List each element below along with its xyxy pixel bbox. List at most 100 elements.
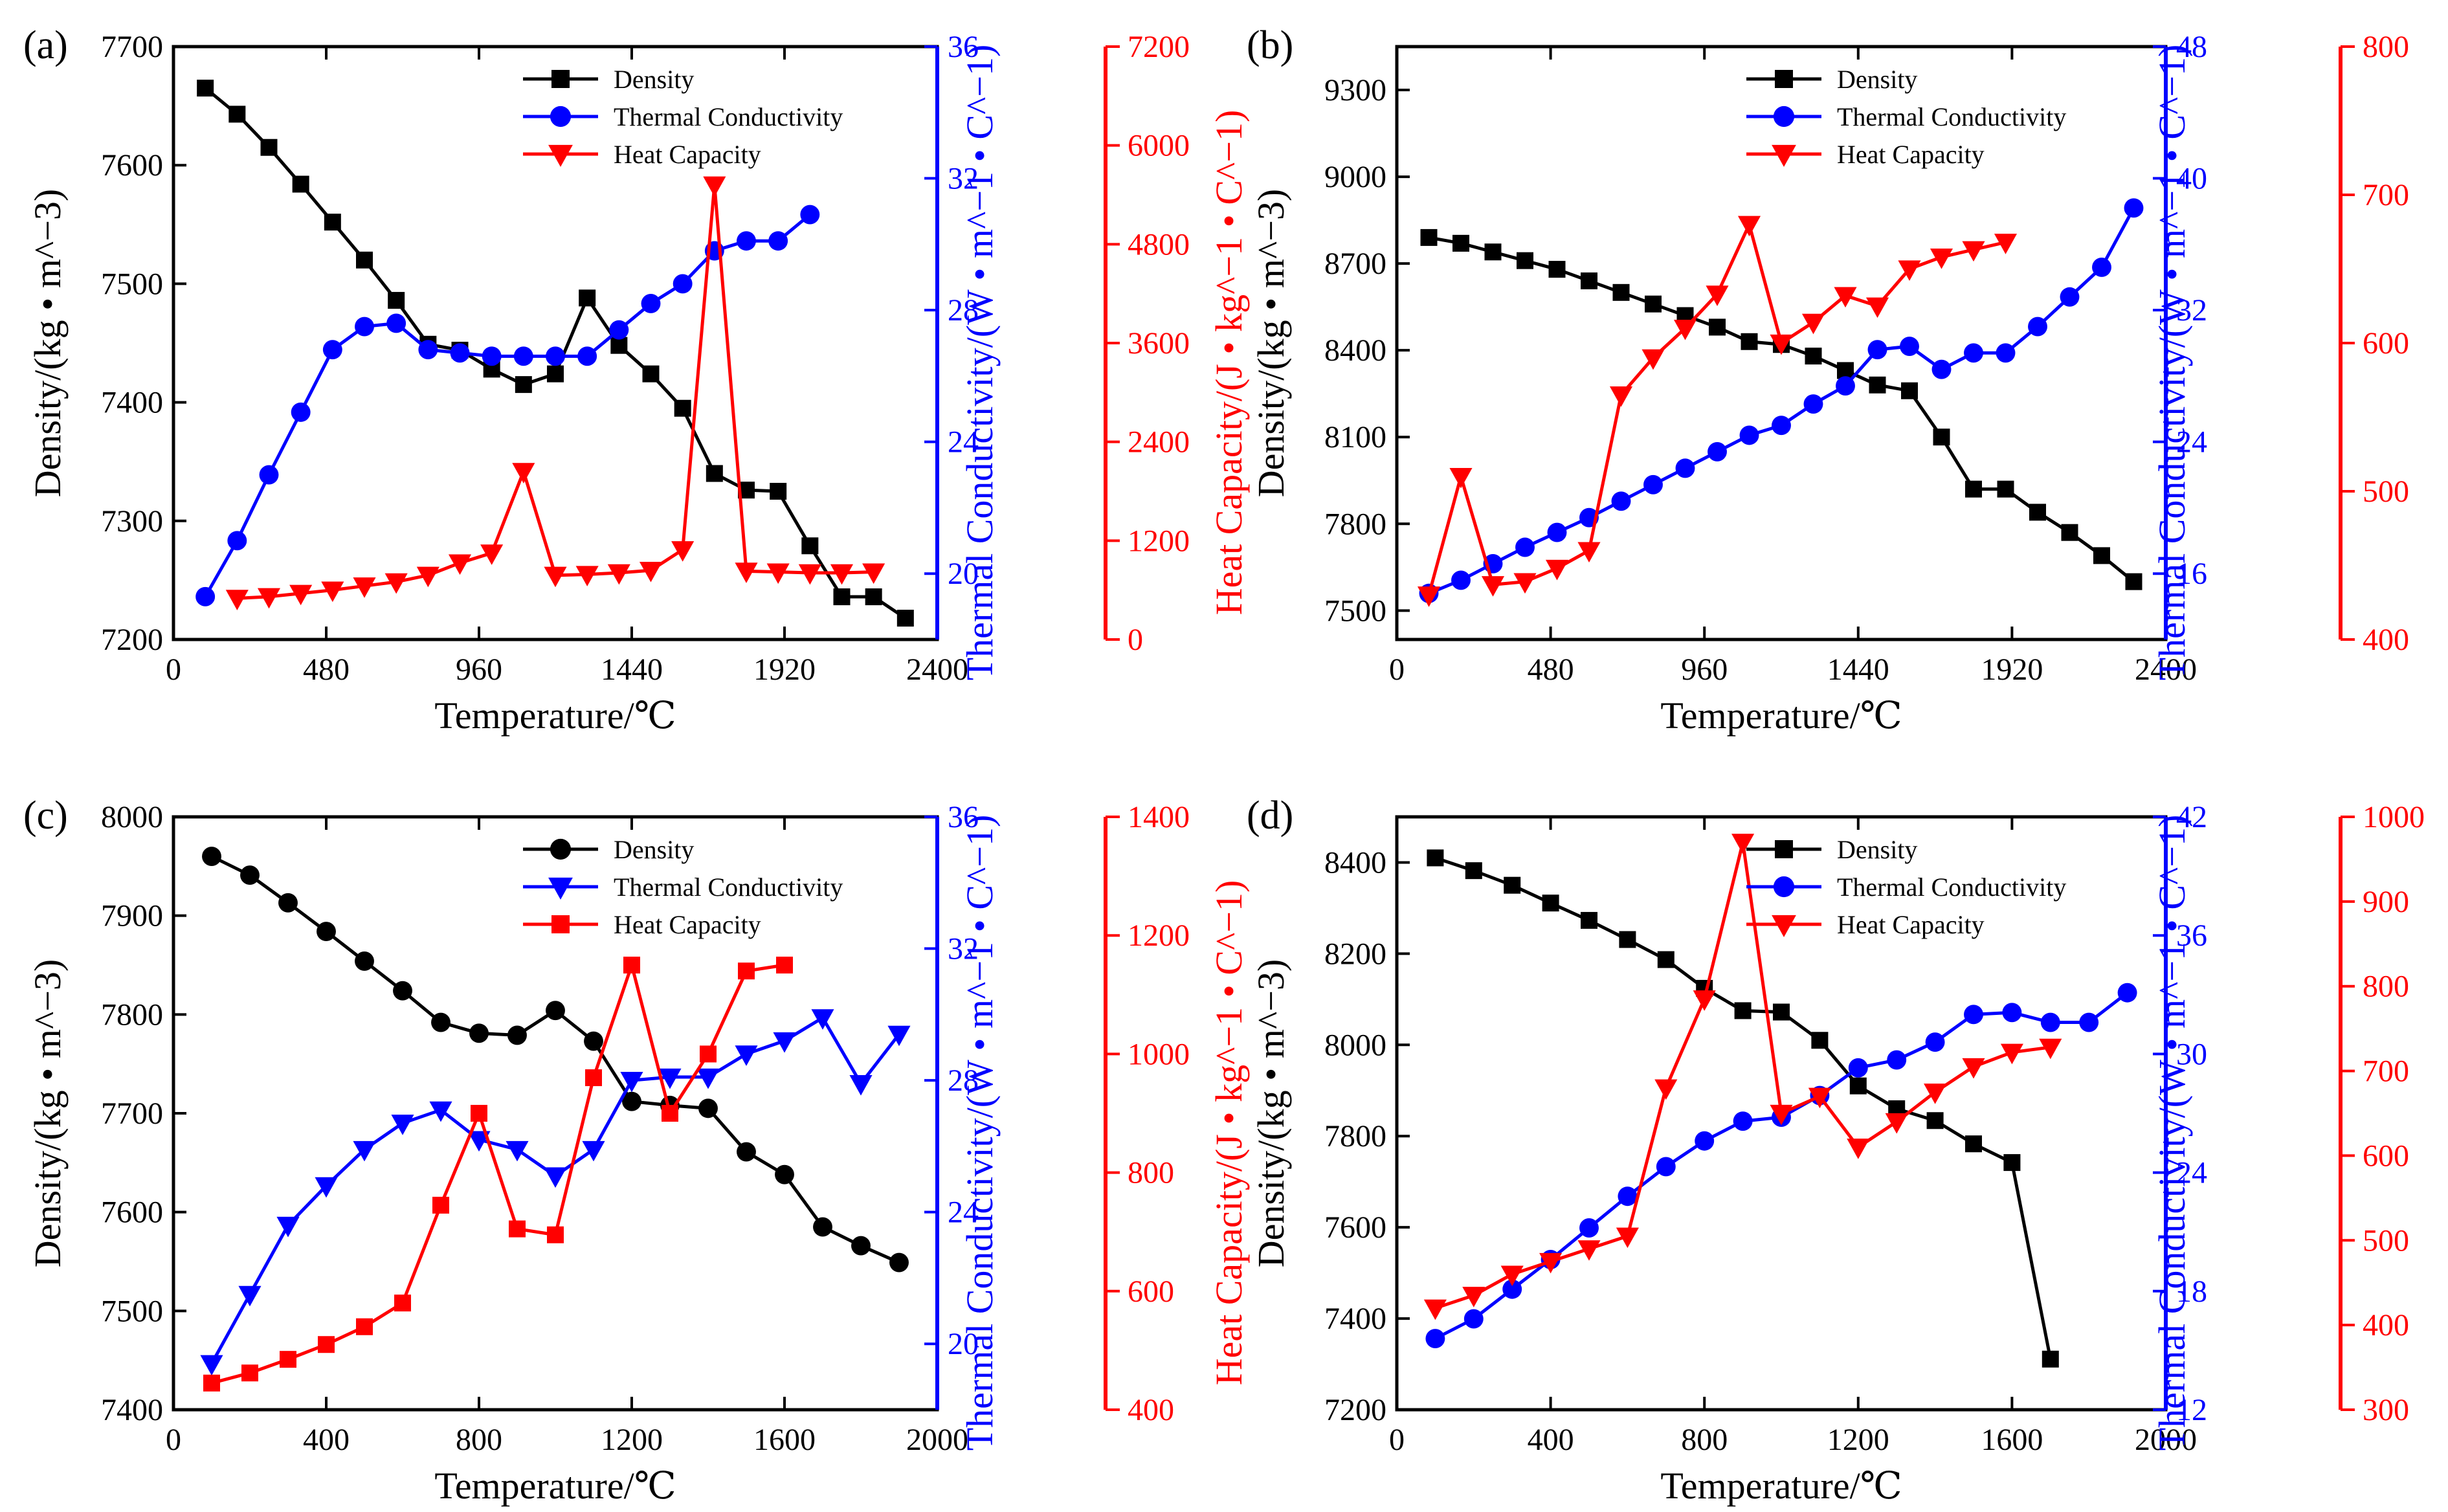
legend-label: Heat Capacity: [614, 910, 761, 939]
y1-axis-label: Density/(kg • m^−3): [27, 189, 69, 498]
y1-tick-label: 7400: [101, 386, 163, 420]
data-point: [798, 564, 821, 585]
legend-marker: [1775, 840, 1793, 858]
series-line: [1428, 207, 2135, 595]
x-tick-label: 480: [1528, 652, 1574, 687]
data-point: [706, 465, 723, 482]
legend-label: Density: [614, 65, 694, 94]
legend-item: Heat Capacity: [523, 910, 761, 939]
y3-tick-label: 900: [2363, 885, 2409, 919]
x-tick-label: 1440: [1827, 652, 1889, 687]
data-point: [1654, 1079, 1678, 1100]
data-point: [2061, 524, 2078, 541]
y3-tick-label: 4800: [1128, 227, 1190, 261]
data-point: [2042, 1350, 2059, 1368]
data-point: [1427, 849, 1444, 867]
data-point: [513, 346, 533, 366]
data-point: [353, 577, 376, 598]
y3-tick-label: 300: [2363, 1393, 2409, 1427]
data-point: [1484, 243, 1502, 261]
series-density: [1427, 849, 2059, 1368]
data-point: [280, 1351, 296, 1368]
x-tick-label: 0: [166, 1423, 181, 1457]
data-point: [696, 1068, 720, 1089]
data-point: [506, 1140, 529, 1162]
data-point: [1481, 576, 1505, 597]
data-point: [1547, 522, 1567, 542]
data-point: [1898, 260, 1921, 281]
data-point: [431, 1012, 451, 1032]
y2-tick-label: 24: [948, 425, 979, 460]
data-point: [1847, 1139, 1870, 1159]
data-point: [1805, 348, 1822, 365]
y2-tick-label: 20: [948, 1327, 979, 1361]
data-point: [735, 1045, 758, 1066]
data-point: [1577, 1240, 1601, 1261]
series-heat-capacity: [225, 176, 885, 610]
data-point: [448, 554, 472, 575]
data-point: [579, 289, 596, 307]
y2-tick-label: 24: [2176, 1156, 2207, 1190]
x-tick-label: 2400: [906, 652, 968, 687]
data-point: [260, 139, 278, 156]
y2-tick-label: 24: [948, 1195, 979, 1230]
data-point: [575, 566, 599, 586]
data-point: [1462, 1287, 1485, 1307]
y1-tick-label: 7800: [1324, 1119, 1386, 1153]
y3-tick-label: 2400: [1128, 425, 1190, 460]
data-point: [2029, 504, 2046, 521]
y3-axis-label: Heat Capacity/(J • kg^−1 • C^−1): [1208, 880, 1250, 1386]
y3-tick-label: 400: [1128, 1393, 1174, 1427]
y1-axis-label: Density/(kg • m^−3): [1250, 189, 1292, 498]
data-point: [1618, 1186, 1638, 1206]
y3-tick-label: 600: [2363, 1139, 2409, 1173]
panel-tag: (b): [1247, 23, 1293, 67]
panel-a: (a) 0 480 960 1440 1920 2400 Temperature/℃ 7200 7…: [23, 23, 1250, 737]
data-point: [1933, 428, 1950, 446]
y1-axis-label: Density/(kg • m^−3): [27, 959, 69, 1268]
data-point: [1836, 376, 1855, 396]
data-point: [2040, 1012, 2060, 1032]
y3-tick-label: 500: [2363, 474, 2409, 509]
data-point: [356, 1318, 373, 1335]
y3-tick-label: 800: [1128, 1156, 1174, 1190]
data-point: [547, 365, 564, 383]
data-point: [515, 376, 532, 394]
y3-tick-label: 3600: [1128, 326, 1190, 361]
data-point: [1504, 876, 1521, 894]
data-point: [1924, 1084, 1947, 1104]
data-point: [238, 1285, 261, 1307]
data-point: [1803, 394, 1823, 414]
data-point: [2002, 1003, 2022, 1023]
data-point: [469, 1023, 489, 1043]
data-point: [851, 1236, 871, 1256]
data-point: [1577, 542, 1601, 563]
data-point: [641, 293, 661, 313]
data-point: [1926, 1112, 1944, 1129]
data-point: [671, 541, 695, 562]
data-point: [356, 251, 373, 269]
y3-tick-label: 400: [2363, 623, 2409, 657]
data-point: [317, 922, 336, 942]
data-point: [1965, 480, 1982, 498]
panel-tag: (a): [23, 23, 68, 67]
y1-tick-label: 7200: [101, 623, 163, 657]
series-density: [197, 80, 914, 627]
data-point: [1965, 1135, 1982, 1153]
legend-label: Thermal Conductivity: [614, 102, 843, 131]
legend-item: Heat Capacity: [1746, 910, 1985, 939]
y1-tick-label: 9300: [1324, 73, 1386, 107]
x-tick-label: 1200: [601, 1423, 663, 1457]
data-point: [240, 865, 260, 885]
data-point: [1925, 1032, 1945, 1052]
data-point: [1423, 1299, 1447, 1320]
legend-label: Density: [614, 835, 694, 864]
x-tick-label: 2400: [2135, 652, 2197, 687]
x-tick-label: 960: [456, 652, 502, 687]
data-point: [1962, 241, 1985, 262]
data-point: [768, 231, 788, 251]
data-point: [582, 1140, 605, 1162]
y3-tick-label: 1000: [2363, 800, 2425, 834]
data-point: [1931, 359, 1952, 379]
